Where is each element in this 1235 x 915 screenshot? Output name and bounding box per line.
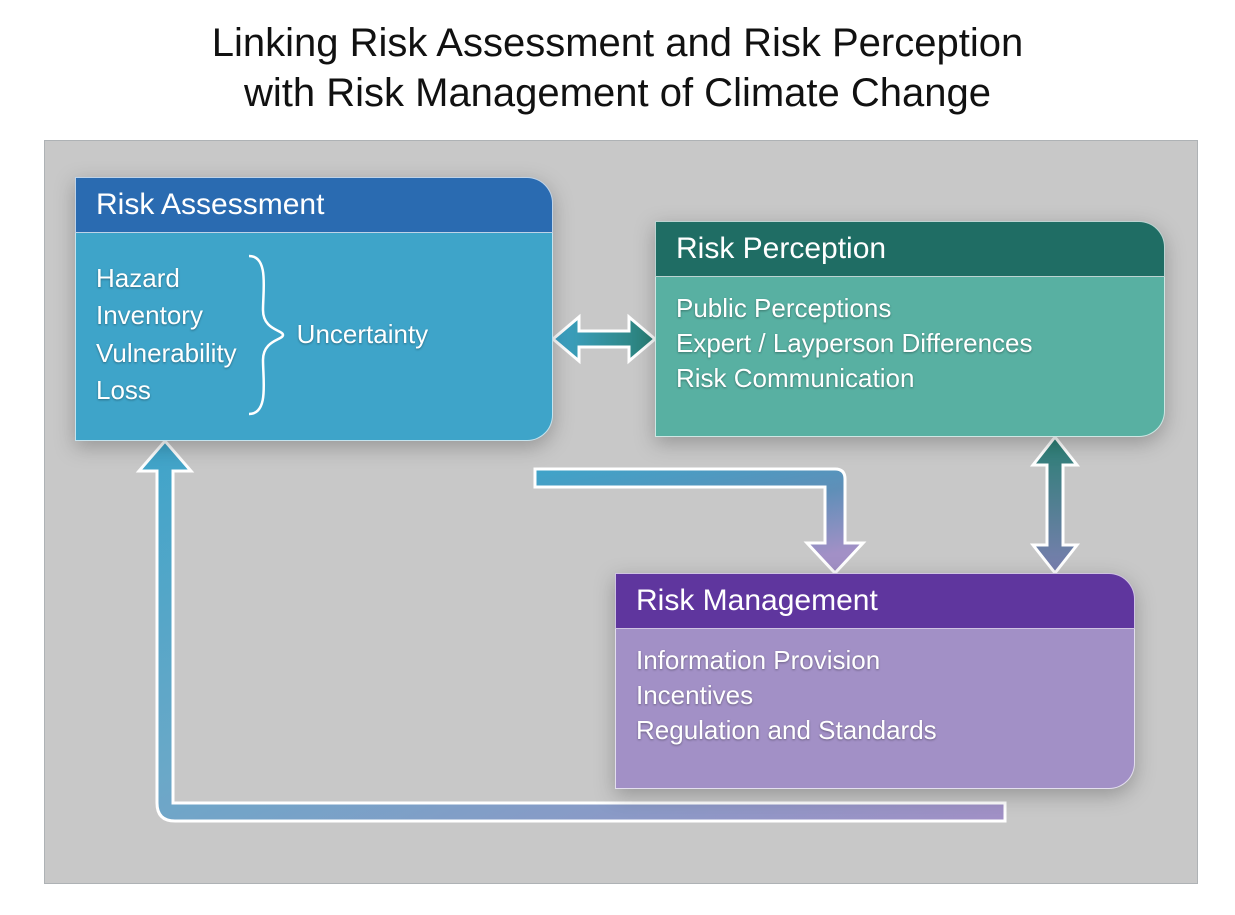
assessment-result: Uncertainty bbox=[287, 317, 429, 352]
box-body: Information Provision Incentives Regulat… bbox=[615, 629, 1135, 789]
assessment-item: Vulnerability bbox=[96, 336, 237, 371]
box-body: Public Perceptions Expert / Layperson Di… bbox=[655, 277, 1165, 437]
box-header: Risk Management bbox=[615, 573, 1135, 629]
management-item: Regulation and Standards bbox=[636, 713, 1114, 748]
box-body: Hazard Inventory Vulnerability Loss Unce… bbox=[75, 233, 553, 441]
page: Linking Risk Assessment and Risk Percept… bbox=[0, 0, 1235, 915]
perception-item: Public Perceptions bbox=[676, 291, 1144, 326]
assessment-columns: Hazard Inventory Vulnerability Loss Unce… bbox=[96, 247, 532, 422]
brace-icon bbox=[243, 250, 287, 420]
diagram-canvas: Risk Assessment Hazard Inventory Vulnera… bbox=[44, 140, 1198, 884]
title-line-1: Linking Risk Assessment and Risk Percept… bbox=[212, 21, 1023, 65]
box-risk-perception: Risk Perception Public Perceptions Exper… bbox=[655, 221, 1165, 437]
assessment-item: Hazard bbox=[96, 261, 237, 296]
perception-item: Risk Communication bbox=[676, 361, 1144, 396]
box-risk-management: Risk Management Information Provision In… bbox=[615, 573, 1135, 789]
title-line-2: with Risk Management of Climate Change bbox=[244, 71, 991, 115]
page-title: Linking Risk Assessment and Risk Percept… bbox=[0, 0, 1235, 118]
box-header: Risk Assessment bbox=[75, 177, 553, 233]
management-item: Information Provision bbox=[636, 643, 1114, 678]
management-item: Incentives bbox=[636, 678, 1114, 713]
assessment-item: Loss bbox=[96, 373, 237, 408]
perception-item: Expert / Layperson Differences bbox=[676, 326, 1144, 361]
assessment-item: Inventory bbox=[96, 298, 237, 333]
arrow-ap-to-management bbox=[535, 469, 863, 573]
box-risk-assessment: Risk Assessment Hazard Inventory Vulnera… bbox=[75, 177, 553, 441]
arrow-assessment-perception bbox=[553, 317, 655, 361]
assessment-list: Hazard Inventory Vulnerability Loss bbox=[96, 261, 243, 407]
box-header: Risk Perception bbox=[655, 221, 1165, 277]
arrow-perception-management bbox=[1033, 437, 1077, 573]
